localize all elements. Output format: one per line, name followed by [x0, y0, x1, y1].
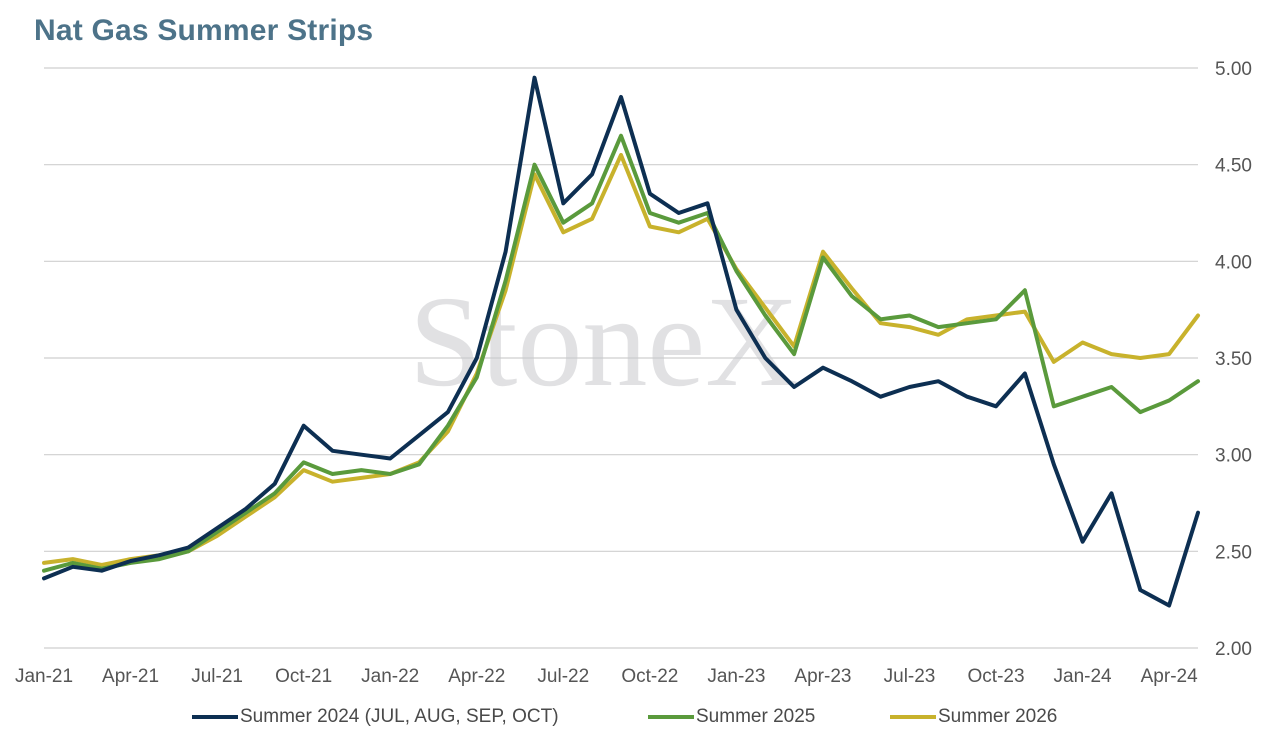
legend-swatch: [192, 715, 238, 719]
y-tick-label: 2.00: [1215, 639, 1252, 660]
x-tick-label: Jul-23: [884, 666, 936, 687]
series-line-2: [42, 133, 1200, 573]
x-tick-label: Apr-24: [1141, 666, 1198, 687]
x-tick-label: Jul-21: [191, 666, 243, 687]
y-tick-label: 4.00: [1215, 252, 1252, 273]
x-tick-label: Apr-21: [102, 666, 159, 687]
x-tick-label: Oct-21: [275, 666, 332, 687]
x-tick-label: Apr-22: [448, 666, 505, 687]
legend-item-3: Summer 2026: [890, 706, 1057, 728]
legend-swatch: [890, 715, 936, 719]
x-tick-label: Jan-21: [15, 666, 73, 687]
x-tick-label: Apr-23: [794, 666, 851, 687]
legend: Summer 2024 (JUL, AUG, SEP, OCT) Summer 2…: [0, 706, 1269, 734]
x-axis-ticks: Jan-21 Apr-21 Jul-21 Oct-21 Jan-22 Apr-22 Jul-…: [15, 666, 1198, 687]
y-tick-label: 3.00: [1215, 446, 1252, 467]
legend-label: Summer 2024 (JUL, AUG, SEP, OCT): [240, 706, 559, 727]
series-line-1: [42, 75, 1200, 608]
x-tick-label: Jul-22: [537, 666, 589, 687]
legend-label: Summer 2025: [696, 706, 816, 727]
y-tick-label: 3.50: [1215, 349, 1252, 370]
legend-label: Summer 2026: [938, 706, 1058, 727]
x-tick-label: Jan-23: [707, 666, 765, 687]
gridlines: [44, 67, 1198, 649]
y-tick-label: 4.50: [1215, 156, 1252, 177]
y-tick-label: 2.50: [1215, 542, 1252, 563]
legend-item-1: Summer 2024 (JUL, AUG, SEP, OCT): [192, 706, 559, 728]
y-axis-ticks: 2.00 2.50 3.00 3.50 4.00 4.50 5.00: [1215, 59, 1252, 660]
legend-swatch: [648, 715, 694, 719]
x-tick-label: Jan-22: [361, 666, 419, 687]
y-tick-label: 5.00: [1215, 59, 1252, 80]
x-tick-label: Oct-22: [621, 666, 678, 687]
chart-title: Nat Gas Summer Strips: [34, 14, 374, 47]
legend-item-2: Summer 2025: [648, 706, 815, 728]
x-tick-label: Oct-23: [968, 666, 1025, 687]
x-tick-label: Jan-24: [1054, 666, 1113, 687]
series-line-3: [42, 153, 1200, 567]
series-lines: [42, 75, 1200, 608]
